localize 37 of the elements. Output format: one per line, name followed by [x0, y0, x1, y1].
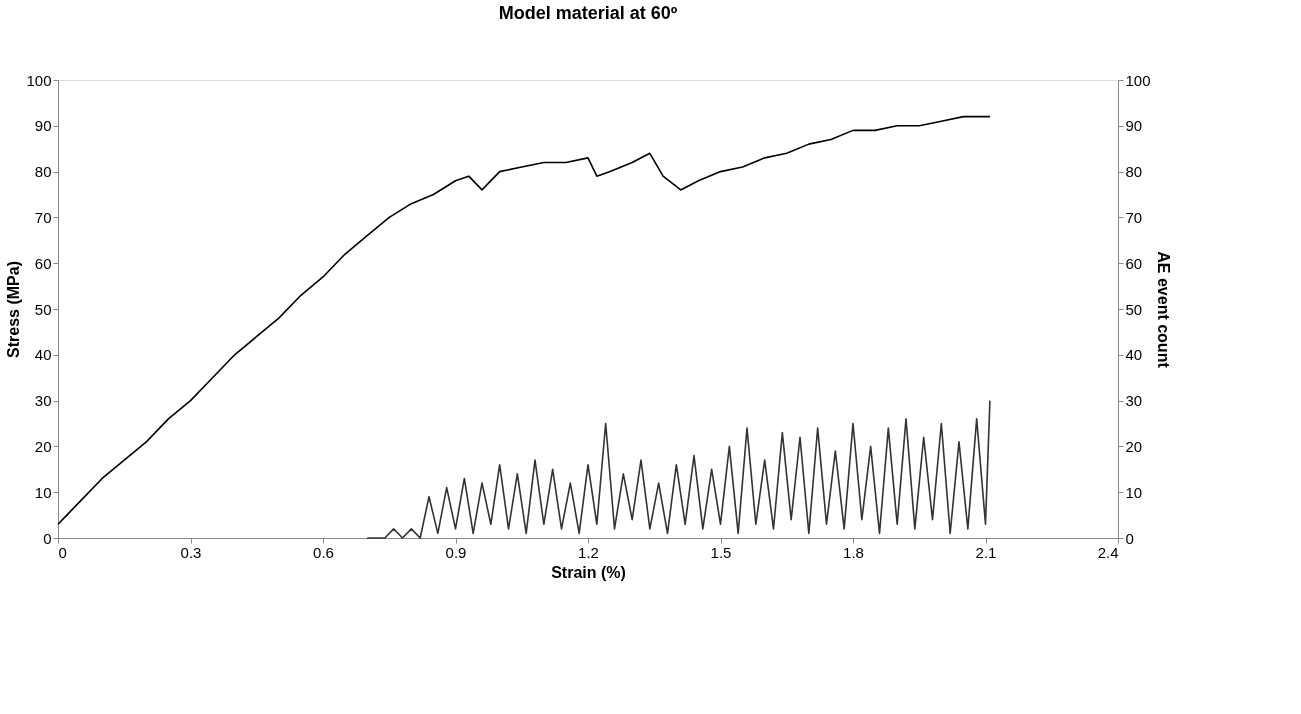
x-tick-label: 1.8 [843, 543, 864, 561]
y-tick-label: 20 [34, 437, 52, 455]
y-tick-label: 0 [43, 529, 52, 547]
x-tick-label: 0.6 [313, 543, 334, 561]
y2-tick-label: 100 [1125, 71, 1151, 89]
y2-tick-label: 70 [1125, 208, 1143, 226]
y-axis-title: Stress (MPa) [5, 261, 23, 358]
y2-tick-label: 60 [1125, 254, 1143, 272]
x-tick-label: 0.3 [180, 543, 202, 561]
x-tick-label: 2.1 [975, 543, 997, 561]
y2-tick-label: 30 [1125, 392, 1143, 410]
x-tick-label: 2.4 [1097, 543, 1119, 561]
x-tick-label: 0 [58, 543, 67, 561]
y2-tick-label: 80 [1125, 163, 1143, 181]
x-tick-label: 1.5 [710, 543, 732, 561]
y2-tick-label: 40 [1125, 346, 1143, 364]
line-series [57, 115, 991, 526]
chart-title: Model material at 60º [498, 3, 678, 23]
y-tick-label: 50 [34, 300, 52, 318]
y2-tick-label: 90 [1125, 117, 1143, 135]
y-tick-label: 60 [34, 254, 52, 272]
y-tick-label: 80 [34, 163, 52, 181]
x-axis-title: Strain (%) [551, 563, 626, 581]
y2-tick-label: 10 [1125, 483, 1143, 501]
y-tick-label: 70 [34, 208, 52, 226]
x-tick-label: 0.9 [445, 543, 467, 561]
y2-tick-label: 50 [1125, 300, 1143, 318]
y-tick-label: 40 [34, 346, 52, 364]
y-tick-label: 100 [26, 71, 52, 89]
line-series [366, 399, 991, 539]
y-tick-label: 30 [34, 392, 52, 410]
x-tick-label: 1.2 [578, 543, 599, 561]
y-tick-label: 10 [34, 483, 52, 501]
y2-axis-title: AE event count [1154, 251, 1172, 369]
y2-tick-label: 0 [1125, 529, 1134, 547]
y-tick-label: 90 [34, 117, 52, 135]
y2-tick-label: 20 [1125, 437, 1143, 455]
